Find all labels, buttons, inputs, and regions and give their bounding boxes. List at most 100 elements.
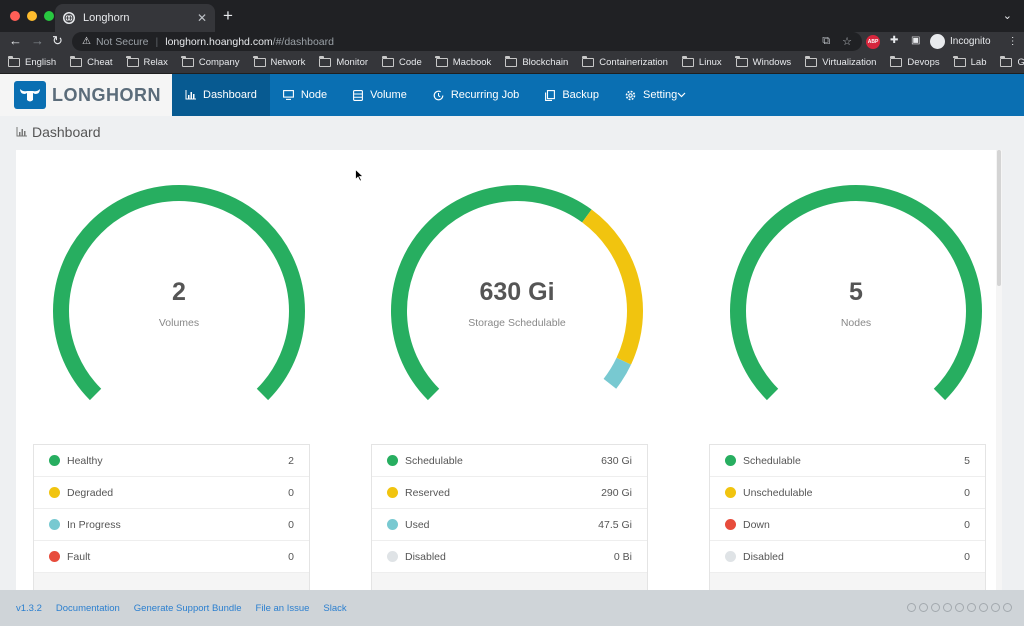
url-host: longhorn.hoanghd.com (165, 35, 273, 48)
extensions-puzzle-icon[interactable]: ✚ (890, 35, 899, 46)
legend-row[interactable]: Schedulable 5 (710, 445, 985, 477)
nav-volume[interactable]: Volume (340, 74, 420, 116)
folder-icon (253, 56, 266, 67)
minimize-window-button[interactable] (27, 11, 37, 21)
gauge-arc (391, 185, 643, 401)
legend-row[interactable]: Healthy 2 (34, 445, 309, 477)
scrollbar-thumb[interactable] (997, 150, 1001, 286)
tab-search-icon[interactable]: ⌄ (1002, 10, 1012, 22)
close-window-button[interactable] (10, 11, 20, 21)
bookmark-label: Company (198, 57, 240, 68)
legend-value: 47.5 Gi (598, 518, 632, 531)
bookmark-item[interactable]: Company (181, 56, 240, 68)
bookmark-item[interactable]: Code (381, 56, 422, 68)
bookmark-item[interactable]: Blockchain (504, 56, 569, 68)
back-icon[interactable]: ← (9, 33, 22, 48)
slack-link[interactable]: Slack (323, 602, 347, 614)
nav-node[interactable]: Node (270, 74, 340, 116)
copy-icon (545, 89, 556, 101)
nav-recurring-job[interactable]: Recurring Job (420, 74, 532, 116)
legend-row[interactable]: In Progress 0 (34, 509, 309, 541)
legend-value: 630 Gi (601, 454, 632, 467)
database-icon (353, 89, 364, 101)
legend-row[interactable]: Disabled 0 (710, 541, 985, 573)
brand[interactable]: LONGHORN (0, 74, 172, 116)
maximize-window-button[interactable] (44, 11, 54, 21)
bookmark-label: Linux (698, 57, 722, 68)
gauge-segment (582, 209, 643, 365)
longhorn-logo-icon (14, 81, 46, 109)
browser-tab[interactable]: Longhorn ✕ (55, 4, 215, 32)
nav-setting[interactable]: Setting (612, 74, 699, 116)
legend-row[interactable]: Disabled 0 Bi (372, 541, 647, 573)
bookmark-item[interactable]: Virtualization (804, 56, 876, 68)
link-chain-icon (907, 603, 916, 612)
dashboard-panel: 2 Volumes Healthy 2 Degraded 0 In Progress 0 Fau… (16, 150, 1002, 590)
address-bar[interactable]: ⚠ Not Secure | longhorn.hoanghd.com /#/d… (72, 32, 862, 51)
bookmark-star-icon[interactable]: ☆ (842, 36, 852, 48)
legend-row[interactable]: Used 47.5 Gi (372, 509, 647, 541)
status-dot-icon (387, 551, 398, 562)
folder-icon (69, 56, 83, 67)
legend-label: Disabled (405, 550, 446, 563)
close-tab-icon[interactable]: ✕ (196, 11, 207, 25)
browser-toolbar: ← → ↻ ⚠ Not Secure | longhorn.hoanghd.co… (0, 32, 1024, 52)
browser-menu-icon[interactable]: ⋮ (1007, 36, 1018, 47)
link-chain-icon (979, 603, 988, 612)
version-link[interactable]: v1.3.2 (16, 602, 42, 614)
legend-row[interactable]: Unschedulable 0 (710, 477, 985, 509)
status-dot-icon (49, 487, 60, 498)
nav-dashboard[interactable]: Dashboard (172, 74, 270, 116)
support-bundle-link[interactable]: Generate Support Bundle (133, 602, 242, 614)
legend-label: Down (743, 518, 770, 531)
bookmark-item[interactable]: Monitor (318, 56, 368, 68)
status-dot-icon (725, 455, 736, 466)
panel-scrollbar[interactable] (996, 150, 1002, 590)
bookmark-item[interactable]: Macbook (435, 56, 491, 68)
bookmark-item[interactable]: Lab (953, 56, 986, 68)
status-dot-icon (725, 487, 736, 498)
legend-row[interactable]: Reserved 290 Gi (372, 477, 647, 509)
translate-icon[interactable]: ⧉ (822, 35, 831, 47)
legend-row[interactable]: Schedulable 630 Gi (372, 445, 647, 477)
bookmark-item[interactable]: English (7, 56, 56, 68)
adblock-extension-icon[interactable]: ABP (866, 35, 880, 49)
nav-backup[interactable]: Backup (532, 74, 612, 116)
bookmark-item[interactable]: Network (253, 56, 305, 68)
bookmark-item[interactable]: Git (1000, 56, 1024, 68)
file-issue-link[interactable]: File an Issue (255, 602, 310, 614)
link-chain-icon (943, 603, 952, 612)
bookmark-item[interactable]: Devops (890, 56, 940, 68)
bookmark-item[interactable]: Relax (126, 56, 168, 68)
tab-title: Longhorn (83, 12, 130, 24)
bookmark-item[interactable]: Containerization (581, 56, 668, 68)
folder-icon (804, 56, 818, 67)
documentation-link[interactable]: Documentation (55, 602, 120, 614)
status-dot-icon (387, 519, 398, 530)
folder-icon (7, 56, 20, 67)
folder-icon (1000, 56, 1013, 67)
legend-value: 0 (964, 486, 970, 499)
reload-icon[interactable]: ↻ (52, 33, 63, 48)
legend-value: 0 (964, 550, 970, 563)
gauge-segment (730, 185, 982, 401)
bookmark-item[interactable]: Windows (735, 56, 791, 68)
bookmark-label: Blockchain (522, 57, 569, 68)
legend-row[interactable]: Fault 0 (34, 541, 309, 573)
legend-value: 0 (288, 550, 294, 563)
legend-label: Schedulable (743, 454, 801, 467)
bookmark-item[interactable]: Linux (681, 56, 722, 68)
gauge-segment (603, 357, 632, 389)
legend-row[interactable]: Degraded 0 (34, 477, 309, 509)
incognito-profile-button[interactable]: Incognito ⋮ (930, 33, 1018, 50)
legend-value: 290 Gi (601, 486, 632, 499)
gauge-label: Nodes (840, 317, 872, 329)
link-chain-icon (1003, 603, 1012, 612)
gauge-label: Volumes (158, 317, 200, 329)
side-panel-icon[interactable]: ▣ (911, 35, 921, 46)
bookmark-item[interactable]: Cheat (69, 56, 113, 68)
legend-row[interactable]: Down 0 (710, 509, 985, 541)
forward-icon[interactable]: → (31, 33, 44, 48)
chevron-down-icon (677, 89, 686, 101)
new-tab-button[interactable]: + (223, 6, 233, 25)
